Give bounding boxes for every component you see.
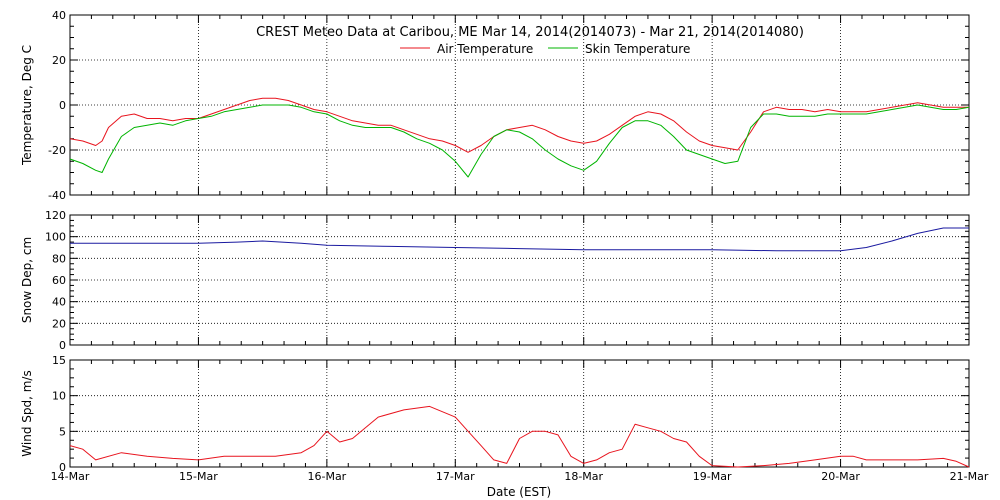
snow-series-line-0 (70, 227, 969, 252)
x-tick-label: 21-Mar (950, 470, 989, 483)
temperature-y-axis-title: Temperature, Deg C (20, 45, 34, 166)
x-tick-label: 15-Mar (179, 470, 218, 483)
temperature-ytick-label: -40 (48, 189, 66, 202)
wind-ytick-label: 15 (52, 354, 66, 367)
wind-frame (69, 359, 970, 468)
snow-ytick-label: 60 (52, 274, 66, 287)
x-tick-label: 19-Mar (693, 470, 732, 483)
temperature-ytick-label: 40 (52, 9, 66, 22)
snow-ytick-label: 20 (52, 317, 66, 330)
snow-frame (69, 214, 970, 346)
temperature-series-line-0 (69, 97, 969, 153)
snow-y-axis-title: Snow Dep, cm (20, 237, 34, 323)
wind-ytick-label: 10 (52, 390, 66, 403)
x-axis-title: Date (EST) (487, 485, 551, 499)
x-tick-label: 18-Mar (564, 470, 603, 483)
temperature-ytick-label: 20 (52, 54, 66, 67)
wind-ytick-label: 0 (59, 461, 66, 474)
snow-ytick-label: 100 (45, 231, 66, 244)
wind-ytick-label: 5 (59, 425, 66, 438)
x-tick-label: 20-Mar (821, 470, 860, 483)
x-tick-label: 16-Mar (307, 470, 346, 483)
snow-ytick-label: 0 (59, 339, 66, 352)
snow-ytick-label: 80 (52, 252, 66, 265)
wind-y-axis-title: Wind Spd, m/s (20, 370, 34, 456)
wind-series-line-0 (69, 405, 970, 468)
x-tick-label: 14-Mar (51, 470, 90, 483)
chart-title: CREST Meteo Data at Caribou, ME Mar 14, … (256, 25, 804, 40)
snow-ytick-label: 40 (52, 296, 66, 309)
x-tick-label: 17-Mar (436, 470, 475, 483)
legend-label-1: Skin Temperature (585, 42, 690, 56)
temperature-series-line-1 (69, 104, 970, 178)
plot-layer: -40 -20 0 20 40 Temperature, Deg C Air Tempera… (20, 9, 989, 483)
legend-label-0: Air Temperature (437, 42, 533, 56)
temperature-ytick-label: 0 (59, 99, 66, 112)
temperature-ytick-label: -20 (48, 144, 66, 157)
snow-ytick-label: 120 (45, 209, 66, 222)
